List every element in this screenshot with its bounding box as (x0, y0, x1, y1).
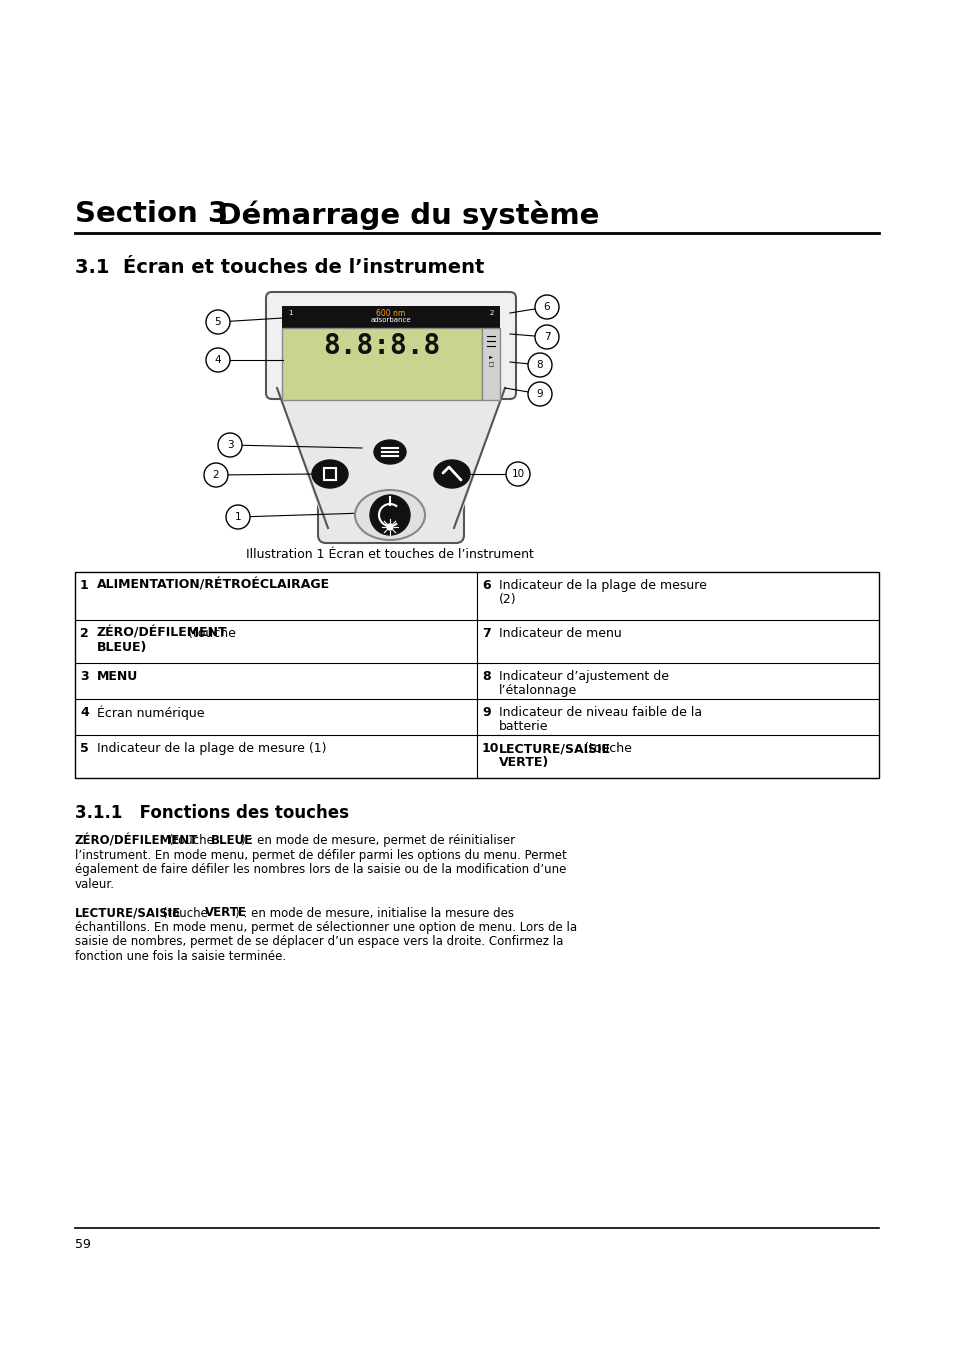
Text: 2: 2 (80, 626, 89, 640)
Text: 4: 4 (80, 706, 89, 720)
FancyBboxPatch shape (317, 379, 463, 543)
Text: valeur.: valeur. (75, 878, 115, 891)
Text: 1: 1 (288, 310, 293, 316)
Text: 1: 1 (80, 579, 89, 593)
Text: 2: 2 (489, 310, 494, 316)
Text: VERTE): VERTE) (498, 756, 549, 770)
Text: 10: 10 (511, 468, 524, 479)
Text: 2: 2 (213, 470, 219, 481)
Text: BLEUE: BLEUE (211, 834, 253, 846)
Text: 3: 3 (227, 440, 233, 450)
Circle shape (505, 462, 530, 486)
Text: 3: 3 (80, 670, 89, 683)
Text: VERTE: VERTE (205, 906, 247, 919)
Text: batterie: batterie (498, 720, 548, 733)
Bar (282, 306, 499, 328)
Text: Illustration 1 Écran et touches de l’instrument: Illustration 1 Écran et touches de l’ins… (246, 548, 534, 562)
Text: 6: 6 (481, 579, 490, 593)
Text: MENU: MENU (97, 670, 138, 683)
Circle shape (206, 310, 230, 333)
Text: ) : en mode de mesure, initialise la mesure des: ) : en mode de mesure, initialise la mes… (234, 906, 514, 919)
Bar (75, 572, 878, 778)
Circle shape (226, 505, 250, 529)
Text: ZÉRO/DÉFILEMENT: ZÉRO/DÉFILEMENT (97, 626, 228, 640)
Text: l’instrument. En mode menu, permet de défiler parmi les options du menu. Permet: l’instrument. En mode menu, permet de dé… (75, 849, 566, 861)
Text: 7: 7 (543, 332, 550, 342)
Circle shape (218, 433, 242, 458)
Text: ►: ► (488, 354, 493, 359)
Text: (touche: (touche (184, 626, 235, 640)
Text: Section 3: Section 3 (75, 200, 228, 228)
Circle shape (527, 382, 552, 406)
Circle shape (527, 352, 552, 377)
Text: adsorbance: adsorbance (371, 317, 411, 323)
Text: Écran numérique: Écran numérique (97, 706, 204, 721)
Text: 6: 6 (543, 302, 550, 312)
Text: 5: 5 (80, 743, 89, 755)
Text: 8: 8 (481, 670, 490, 683)
Text: 9: 9 (537, 389, 543, 400)
Text: 3.1  Écran et touches de l’instrument: 3.1 Écran et touches de l’instrument (75, 258, 484, 277)
Text: ) : en mode de mesure, permet de réinitialiser: ) : en mode de mesure, permet de réiniti… (241, 834, 515, 846)
Text: LECTURE/SAISIE: LECTURE/SAISIE (498, 743, 611, 755)
Text: ALIMENTATION/RÉTROÉCLAIRAGE: ALIMENTATION/RÉTROÉCLAIRAGE (97, 579, 330, 593)
Text: 9: 9 (481, 706, 490, 720)
Text: saisie de nombres, permet de se déplacer d’un espace vers la droite. Confirmez l: saisie de nombres, permet de se déplacer… (75, 936, 563, 949)
Text: 8: 8 (537, 360, 543, 370)
Text: (touche: (touche (159, 906, 212, 919)
Text: Indicateur de la plage de mesure (1): Indicateur de la plage de mesure (1) (97, 743, 326, 755)
Text: 7: 7 (481, 626, 490, 640)
FancyBboxPatch shape (266, 292, 516, 400)
Circle shape (370, 495, 410, 535)
Circle shape (535, 325, 558, 350)
Text: 8.8:8.8: 8.8:8.8 (323, 332, 440, 360)
Ellipse shape (374, 440, 406, 464)
Text: l’étalonnage: l’étalonnage (498, 684, 577, 697)
Circle shape (387, 524, 393, 531)
Text: 59: 59 (75, 1238, 91, 1251)
Bar (324, 468, 335, 481)
Text: 10: 10 (481, 743, 499, 755)
Text: également de faire défiler les nombres lors de la saisie ou de la modification d: également de faire défiler les nombres l… (75, 863, 566, 876)
Text: □: □ (488, 362, 493, 367)
Text: 3.1.1   Fonctions des touches: 3.1.1 Fonctions des touches (75, 805, 349, 822)
Text: LECTURE/SAISIE: LECTURE/SAISIE (75, 906, 181, 919)
Text: 4: 4 (214, 355, 221, 364)
Bar (481, 328, 499, 400)
Text: échantillons. En mode menu, permet de sélectionner une option de menu. Lors de l: échantillons. En mode menu, permet de sé… (75, 921, 577, 934)
Bar (282, 328, 481, 400)
Text: 600 nm: 600 nm (376, 309, 405, 319)
Text: BLEUE): BLEUE) (97, 641, 147, 653)
Text: Démarrage du système: Démarrage du système (187, 200, 598, 230)
Ellipse shape (355, 490, 424, 540)
Text: (touche: (touche (165, 834, 217, 846)
Text: ZÉRO/DÉFILEMENT: ZÉRO/DÉFILEMENT (75, 834, 198, 846)
Circle shape (206, 348, 230, 373)
Circle shape (204, 463, 228, 487)
Circle shape (535, 296, 558, 319)
Text: (touche: (touche (579, 743, 632, 755)
Text: fonction une fois la saisie terminée.: fonction une fois la saisie terminée. (75, 950, 286, 963)
Ellipse shape (312, 460, 348, 487)
Polygon shape (276, 387, 504, 531)
Text: Indicateur de menu: Indicateur de menu (498, 626, 621, 640)
Text: Indicateur de niveau faible de la: Indicateur de niveau faible de la (498, 706, 701, 720)
Text: Indicateur d’ajustement de: Indicateur d’ajustement de (498, 670, 668, 683)
Text: 1: 1 (234, 512, 241, 522)
Text: (2): (2) (498, 593, 517, 606)
Text: 5: 5 (214, 317, 221, 327)
Ellipse shape (434, 460, 470, 487)
Text: Indicateur de la plage de mesure: Indicateur de la plage de mesure (498, 579, 706, 593)
